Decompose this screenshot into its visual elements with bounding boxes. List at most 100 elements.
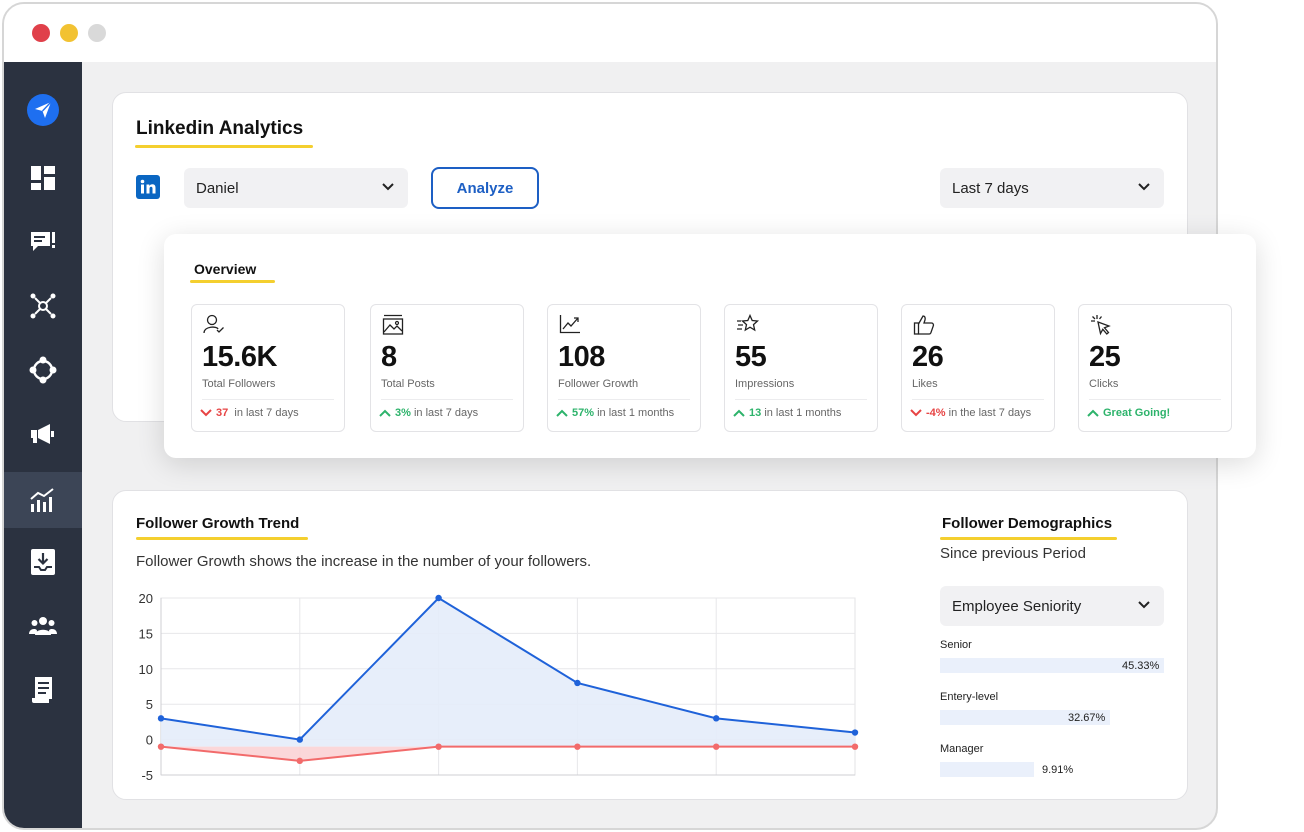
analytics-icon bbox=[30, 488, 54, 512]
stat-change: 13 in last 1 months bbox=[733, 407, 841, 419]
star-icon bbox=[737, 314, 760, 332]
y-tick-label: 0 bbox=[146, 733, 153, 748]
sidebar-item-analytics[interactable] bbox=[4, 472, 82, 528]
maximize-window-button[interactable] bbox=[88, 24, 106, 42]
sidebar-item-inbox[interactable] bbox=[4, 534, 82, 590]
stat-value: 15.6K bbox=[202, 341, 277, 373]
demographic-value: 9.91% bbox=[1042, 764, 1074, 776]
series-0-point-3 bbox=[574, 679, 581, 687]
series-1-point-4 bbox=[713, 743, 720, 750]
stat-label: Likes bbox=[912, 378, 938, 390]
chevron-down-icon bbox=[1138, 183, 1150, 191]
stat-card-follower-growth: 108 Follower Growth 57% in last 1 months bbox=[547, 304, 701, 432]
demographics-underline bbox=[940, 537, 1117, 540]
page-title: Linkedin Analytics bbox=[136, 118, 304, 139]
demographic-label: Manager bbox=[940, 743, 984, 755]
team-icon bbox=[29, 617, 57, 635]
series-1-point-5 bbox=[851, 743, 859, 750]
follower-growth-chart: 20 15 10 5 0 -5 bbox=[139, 591, 859, 780]
stat-label: Follower Growth bbox=[558, 378, 639, 390]
series-0-area bbox=[161, 598, 855, 747]
y-tick-label: 5 bbox=[146, 697, 153, 712]
demographics-select-value: Employee Seniority bbox=[952, 597, 1082, 615]
user-check-icon bbox=[203, 314, 224, 334]
messages-icon bbox=[31, 232, 55, 251]
integrations-icon bbox=[29, 356, 57, 384]
trend-up-icon bbox=[559, 315, 580, 334]
stat-value: 55 bbox=[735, 341, 767, 373]
stat-card-impressions: 55 Impressions 13 in last 1 months bbox=[724, 304, 878, 432]
image-icon bbox=[382, 314, 404, 335]
thumbs-up-icon bbox=[913, 315, 935, 335]
arrow-up-icon bbox=[379, 409, 391, 417]
sidebar-item-campaigns[interactable] bbox=[4, 406, 82, 462]
stat-value: 25 bbox=[1089, 341, 1121, 373]
sidebar-item-dashboard[interactable] bbox=[4, 150, 82, 206]
sidebar bbox=[4, 62, 82, 828]
stat-change: 37 in last 7 days bbox=[200, 407, 299, 419]
demographic-bar bbox=[940, 710, 1110, 725]
analyze-button[interactable]: Analyze bbox=[431, 167, 539, 209]
overview-underline bbox=[190, 280, 275, 283]
growth-trend-title: Follower Growth Trend bbox=[136, 515, 300, 532]
stat-value: 8 bbox=[381, 341, 397, 373]
demographic-value: 32.67% bbox=[1068, 712, 1106, 724]
linkedin-icon bbox=[136, 175, 160, 199]
profile-select[interactable]: Daniel bbox=[184, 168, 408, 208]
series-0-line bbox=[160, 596, 856, 741]
arrow-up-icon bbox=[1087, 409, 1099, 417]
demographic-value: 45.33% bbox=[1122, 660, 1160, 672]
demographic-bar bbox=[940, 762, 1034, 777]
stat-change: Great Going! bbox=[1087, 407, 1170, 419]
stat-change: 3% in last 7 days bbox=[379, 407, 478, 419]
series-1-point-0 bbox=[157, 743, 165, 750]
demographic-label: Senior bbox=[940, 639, 972, 651]
demographic-label: Entery-level bbox=[940, 691, 999, 703]
stat-change: -4% in the last 7 days bbox=[910, 407, 1031, 419]
series-0-point-0 bbox=[157, 715, 165, 722]
stat-label: Clicks bbox=[1089, 378, 1119, 390]
series-1-line bbox=[160, 745, 855, 762]
title-underline bbox=[135, 145, 313, 148]
overview-title: Overview bbox=[194, 261, 257, 277]
stat-value: 26 bbox=[912, 341, 944, 373]
series-1-point-2 bbox=[435, 743, 442, 750]
y-tick-label: -5 bbox=[141, 768, 153, 780]
period-select[interactable]: Last 7 days bbox=[940, 168, 1164, 208]
demographics-title: Follower Demographics bbox=[942, 515, 1113, 532]
series-1-point-3 bbox=[574, 743, 581, 750]
y-tick-label: 10 bbox=[139, 662, 153, 677]
network-icon bbox=[30, 293, 56, 319]
chevron-down-icon bbox=[1138, 601, 1150, 609]
sidebar-item-integrations[interactable] bbox=[4, 342, 82, 398]
inbox-download-icon bbox=[31, 549, 55, 575]
growth-trend-description: Follower Growth shows the increase in th… bbox=[136, 553, 592, 570]
demographics-select[interactable]: Employee Seniority bbox=[940, 586, 1164, 626]
stat-label: Total Followers bbox=[202, 378, 276, 390]
demographics-subtitle: Since previous Period bbox=[940, 545, 1086, 562]
y-tick-label: 15 bbox=[139, 626, 153, 641]
reports-icon bbox=[32, 677, 52, 703]
arrow-down-icon bbox=[200, 409, 212, 417]
sidebar-item-team[interactable] bbox=[4, 598, 82, 654]
y-tick-label: 20 bbox=[139, 591, 153, 606]
overview-card: Overview 15.6K Total Followers 37 in las… bbox=[164, 234, 1256, 458]
growth-trend-underline bbox=[136, 537, 308, 540]
stat-card-total-posts: 8 Total Posts 3% in last 7 days bbox=[370, 304, 524, 432]
sidebar-item-reports[interactable] bbox=[4, 662, 82, 718]
sidebar-item-home[interactable] bbox=[4, 82, 82, 138]
title-bar bbox=[4, 4, 1216, 62]
series-1-point-1 bbox=[296, 757, 303, 765]
series-0-point-1 bbox=[296, 736, 303, 743]
cursor-click-icon bbox=[1091, 315, 1111, 336]
stat-label: Impressions bbox=[735, 378, 795, 390]
stat-card-likes: 26 Likes -4% in the last 7 days bbox=[901, 304, 1055, 432]
close-window-button[interactable] bbox=[32, 24, 50, 42]
logo-send-icon bbox=[27, 94, 59, 126]
profile-select-value: Daniel bbox=[196, 179, 239, 197]
dashboard-icon bbox=[31, 166, 55, 190]
sidebar-item-network[interactable] bbox=[4, 278, 82, 334]
minimize-window-button[interactable] bbox=[60, 24, 78, 42]
sidebar-item-messages[interactable] bbox=[4, 214, 82, 270]
stat-label: Total Posts bbox=[381, 378, 435, 390]
